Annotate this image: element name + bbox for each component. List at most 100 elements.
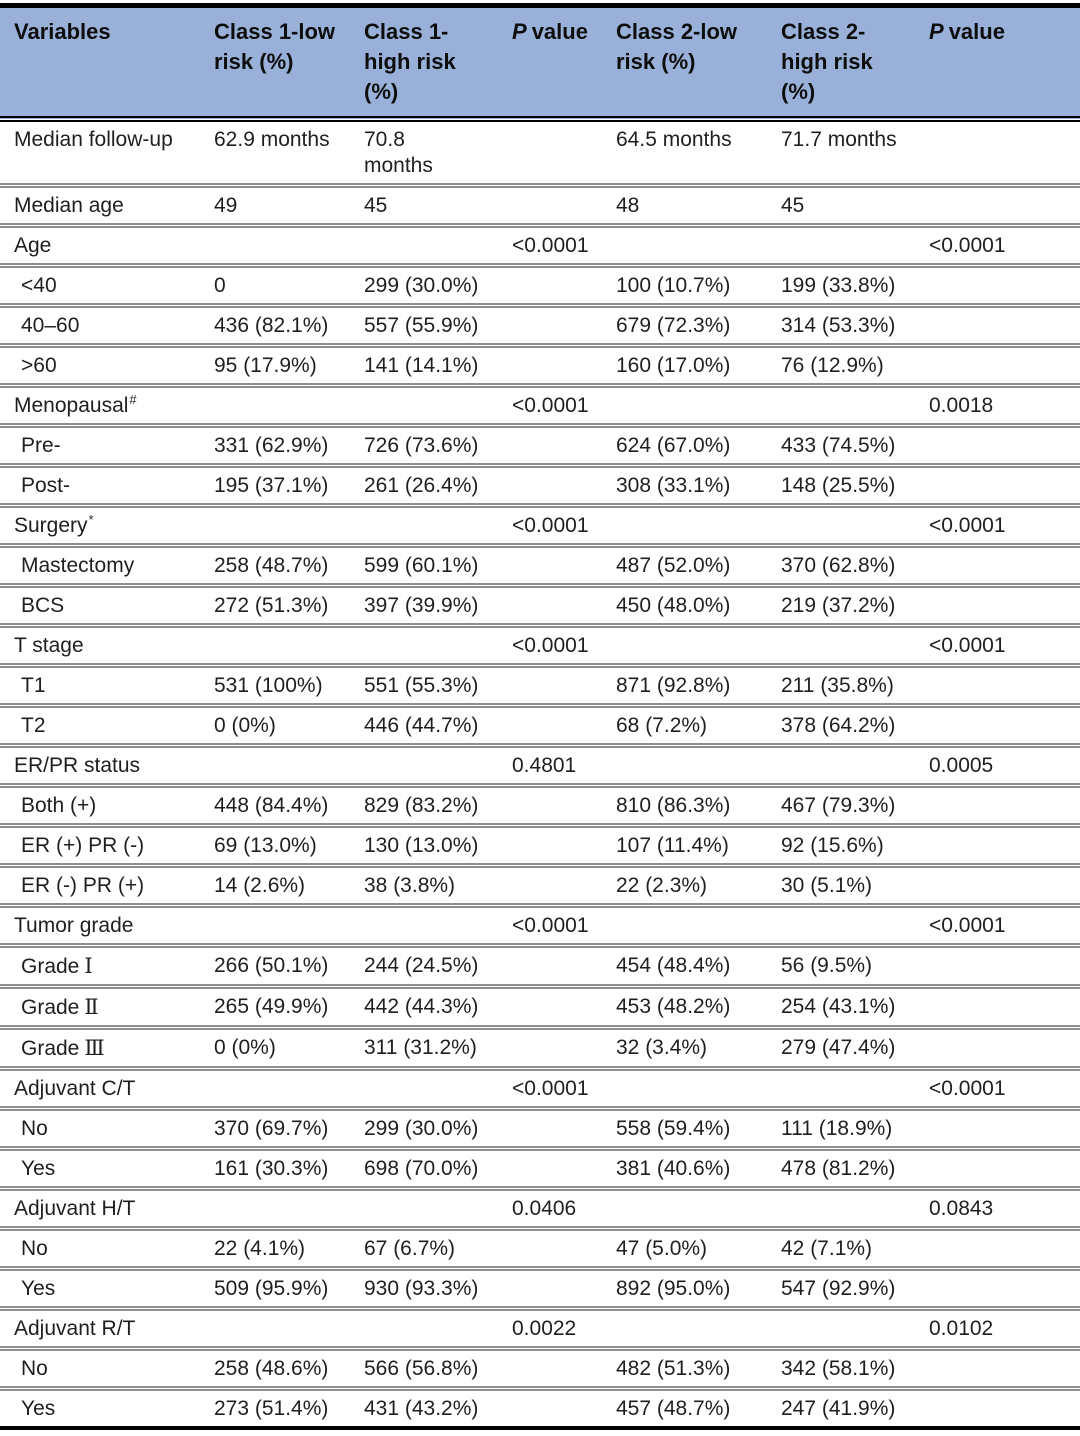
data-cell — [498, 783, 602, 826]
data-cell: 299 (30.0%) — [350, 1106, 498, 1149]
data-cell — [200, 1066, 350, 1109]
variable-label: Median follow-up — [14, 128, 173, 151]
data-cell: 22 (2.3%) — [602, 863, 767, 906]
variable-cell: ER (+) PR (-) — [0, 823, 200, 866]
table-row: BCS 272 (51.3%) 397 (39.9%) 450 (48.0%) 219 … — [0, 583, 1080, 626]
table-row: Median follow-up 62.9 months 70.8 months 64… — [0, 119, 1080, 186]
data-cell: <0.0001 — [498, 223, 602, 266]
column-header-label: Variables — [14, 19, 111, 44]
data-cell: 64.5 months — [602, 119, 767, 186]
variable-label: No — [21, 1357, 48, 1380]
variable-label: Adjuvant C/T — [14, 1077, 136, 1100]
data-cell — [200, 623, 350, 666]
cell-value: 381 (40.6%) — [616, 1157, 731, 1180]
cell-value: 254 (43.1%) — [781, 995, 896, 1018]
cell-value: 457 (48.7%) — [616, 1397, 731, 1420]
cell-value: 308 (33.1%) — [616, 474, 731, 497]
cell-value: 0.0022 — [512, 1317, 577, 1340]
variable-cell: <40 — [0, 263, 200, 306]
cell-value: <0.0001 — [929, 1077, 1006, 1100]
data-cell: <0.0001 — [498, 903, 602, 946]
variable-label: 40–60 — [21, 314, 80, 337]
data-cell: 265 (49.9%) — [200, 984, 350, 1028]
data-cell — [767, 903, 915, 946]
table-row: Yes 161 (30.3%) 698 (70.0%) 381 (40.6%) 478 … — [0, 1146, 1080, 1189]
cell-value: 624 (67.0%) — [616, 434, 731, 457]
variable-cell: No — [0, 1226, 200, 1269]
variable-label: Adjuvant R/T — [14, 1317, 136, 1340]
data-cell: 0.0018 — [915, 383, 1080, 426]
table-row: Adjuvant C/T <0.0001 <0.0001 — [0, 1066, 1080, 1109]
data-cell: 342 (58.1%) — [767, 1346, 915, 1389]
variable-label: No — [21, 1237, 48, 1260]
data-cell: 381 (40.6%) — [602, 1146, 767, 1189]
data-cell — [498, 1386, 602, 1428]
variable-cell: No — [0, 1346, 200, 1389]
cell-value: 219 (37.2%) — [781, 594, 896, 617]
cell-value: 49 — [214, 194, 238, 217]
cell-value: 273 (51.4%) — [214, 1397, 329, 1420]
data-cell — [915, 343, 1080, 386]
cell-value: 266 (50.1%) — [214, 954, 329, 977]
cell-value: <0.0001 — [512, 634, 589, 657]
data-cell: 279 (47.4%) — [767, 1025, 915, 1069]
data-cell — [602, 503, 767, 546]
table-row: Grade Ⅲ 0 (0%) 311 (31.2%) 32 (3.4%) 279 (47.… — [0, 1025, 1080, 1069]
cell-value: 69 (13.0%) — [214, 834, 317, 857]
data-cell: 67 (6.7%) — [350, 1226, 498, 1269]
data-cell: 261 (26.4%) — [350, 463, 498, 506]
data-cell: 679 (72.3%) — [602, 303, 767, 346]
data-cell: 810 (86.3%) — [602, 783, 767, 826]
cell-value: 509 (95.9%) — [214, 1277, 329, 1300]
variable-label: Grade — [21, 955, 80, 978]
variable-cell: T2 — [0, 703, 200, 746]
data-cell — [915, 1146, 1080, 1189]
data-cell — [915, 543, 1080, 586]
cell-value: 0.0843 — [929, 1197, 994, 1220]
data-cell: 14 (2.6%) — [200, 863, 350, 906]
data-cell — [350, 1066, 498, 1109]
table-row: 40–60 436 (82.1%) 557 (55.9%) 679 (72.3%) 31… — [0, 303, 1080, 346]
data-cell: 42 (7.1%) — [767, 1226, 915, 1269]
data-cell: 254 (43.1%) — [767, 984, 915, 1028]
cell-value: 566 (56.8%) — [364, 1357, 479, 1380]
data-cell: 551 (55.3%) — [350, 663, 498, 706]
data-cell: 442 (44.3%) — [350, 984, 498, 1028]
data-cell: 0.0406 — [498, 1186, 602, 1229]
cell-value: 557 (55.9%) — [364, 314, 479, 337]
variable-label: Yes — [21, 1277, 56, 1300]
data-cell — [915, 423, 1080, 466]
data-cell — [200, 1306, 350, 1349]
cell-value: 141 (14.1%) — [364, 354, 479, 377]
variable-label: Menopausal — [14, 394, 129, 417]
data-cell: 107 (11.4%) — [602, 823, 767, 866]
data-cell: 0.0005 — [915, 743, 1080, 786]
table-row: Post- 195 (37.1%) 261 (26.4%) 308 (33.1%) 14… — [0, 463, 1080, 506]
data-cell — [915, 703, 1080, 746]
data-cell — [915, 863, 1080, 906]
data-cell: 547 (92.9%) — [767, 1266, 915, 1309]
table-row: Yes 509 (95.9%) 930 (93.3%) 892 (95.0%) 547 … — [0, 1266, 1080, 1309]
cell-value: 130 (13.0%) — [364, 834, 479, 857]
cell-value: 92 (15.6%) — [781, 834, 884, 857]
data-cell — [350, 743, 498, 786]
table-row: Surgery* <0.0001 <0.0001 — [0, 503, 1080, 546]
cell-value: 67 (6.7%) — [364, 1237, 456, 1260]
data-cell: 558 (59.4%) — [602, 1106, 767, 1149]
variable-label: ER/PR status — [14, 754, 141, 777]
data-cell: <0.0001 — [915, 623, 1080, 666]
baseline-characteristics-table: Variables Class 1-low risk (%) Class 1-hig… — [0, 3, 1080, 1430]
cell-value: 431 (43.2%) — [364, 1397, 479, 1420]
cell-value: 487 (52.0%) — [616, 554, 731, 577]
data-cell: 478 (81.2%) — [767, 1146, 915, 1189]
data-cell — [915, 303, 1080, 346]
cell-value: 930 (93.3%) — [364, 1277, 479, 1300]
data-cell — [915, 1025, 1080, 1069]
data-cell: 0.0102 — [915, 1306, 1080, 1349]
cell-value: 107 (11.4%) — [616, 834, 729, 857]
data-cell: 266 (50.1%) — [200, 943, 350, 987]
cell-value: 433 (74.5%) — [781, 434, 896, 457]
data-cell: 457 (48.7%) — [602, 1386, 767, 1428]
table-row: Both (+) 448 (84.4%) 829 (83.2%) 810 (86.3%… — [0, 783, 1080, 826]
